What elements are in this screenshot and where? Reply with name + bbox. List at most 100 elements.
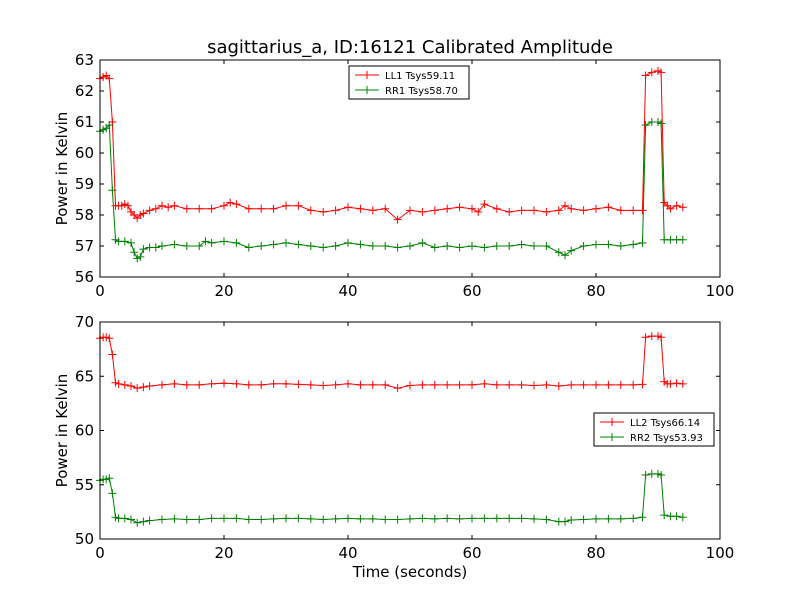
y-axis-label: Power in Kelvin (53, 112, 71, 226)
data-point (344, 514, 352, 523)
data-point (641, 71, 650, 80)
y-tick-label: 70 (75, 313, 94, 331)
data-point (207, 204, 216, 213)
data-point (530, 381, 538, 390)
legend: LL1 Tsys59.11 RR1 Tsys58.70 (348, 65, 470, 100)
data-point (151, 204, 160, 213)
legend-label: RR2 Tsys53.93 (630, 433, 703, 444)
data-point (368, 514, 377, 523)
data-point (158, 201, 166, 210)
data-point (505, 242, 514, 250)
data-point (294, 380, 303, 389)
data-point (641, 121, 650, 130)
data-point (616, 380, 625, 389)
data-point (319, 381, 328, 390)
legend-label: RR1 Tsys58.70 (385, 86, 458, 97)
series-line (99, 70, 683, 221)
data-point (356, 514, 365, 523)
x-tick-label: 20 (214, 544, 233, 562)
data-point (244, 243, 253, 252)
data-point (130, 248, 139, 257)
data-point (105, 121, 114, 130)
data-point (554, 206, 563, 215)
data-point (306, 380, 315, 389)
data-point (443, 380, 452, 389)
data-point (604, 380, 613, 389)
data-point (151, 243, 160, 252)
data-point (530, 514, 538, 523)
data-point (430, 514, 439, 523)
data-point (105, 474, 114, 483)
x-tick-label: 60 (462, 544, 481, 562)
y-tick-label: 57 (75, 237, 94, 255)
data-point (604, 203, 613, 212)
data-point (164, 203, 173, 212)
data-point (195, 204, 204, 213)
series-1 (96, 332, 687, 393)
data-point (492, 514, 501, 523)
data-point (282, 238, 290, 247)
data-point (120, 514, 129, 523)
data-point (368, 206, 377, 215)
data-point (232, 514, 241, 523)
legend-box (593, 412, 715, 447)
data-point (517, 240, 526, 249)
data-point (269, 240, 278, 249)
data-point (455, 380, 464, 389)
x-tick-label: 20 (214, 282, 233, 300)
data-point (443, 514, 452, 523)
data-point (368, 380, 377, 389)
data-point (616, 242, 625, 250)
data-point (542, 380, 551, 389)
data-point (455, 243, 464, 252)
data-point (244, 204, 253, 213)
data-point (657, 333, 666, 342)
data-point (257, 380, 266, 389)
y-tick-label: 60 (75, 144, 94, 162)
data-point (319, 207, 328, 216)
data-point (455, 514, 464, 523)
data-point (269, 514, 278, 523)
data-point (145, 516, 154, 525)
data-point (381, 380, 390, 389)
data-point (641, 333, 650, 342)
data-point (638, 380, 647, 389)
data-point (579, 206, 588, 215)
data-point (123, 201, 132, 210)
data-point (182, 204, 191, 213)
data-point (567, 246, 576, 255)
data-point (127, 238, 135, 247)
data-point (158, 515, 166, 524)
data-point (678, 513, 687, 522)
axes-frame (99, 59, 721, 278)
data-point (257, 515, 266, 524)
data-point (666, 379, 675, 388)
series-1 (96, 66, 687, 224)
series-2 (96, 118, 687, 263)
data-point (139, 209, 148, 218)
data-point (269, 204, 278, 213)
figure-title: sagittarius_a, ID:16121 Calibrated Ampli… (207, 37, 613, 58)
data-point (604, 514, 613, 523)
data-point (331, 380, 340, 389)
data-point (530, 206, 538, 215)
data-point (406, 206, 414, 215)
data-point (381, 204, 390, 213)
data-point (561, 251, 569, 260)
y-tick-label: 50 (75, 530, 94, 548)
data-point (406, 242, 414, 250)
data-point (455, 203, 464, 212)
data-point (294, 240, 303, 249)
data-point (468, 242, 476, 250)
data-point (616, 206, 625, 215)
data-point (319, 515, 328, 524)
data-point (195, 380, 204, 389)
data-point (406, 381, 414, 390)
data-point (657, 119, 666, 128)
data-point (480, 379, 489, 388)
data-point (579, 380, 588, 389)
data-point (647, 68, 656, 77)
x-tick-label: 100 (706, 282, 735, 300)
data-point (220, 379, 228, 388)
bottom-subplot: 0 20 40 60 80 100 50 55 60 65 70 Power in Kelvin Tim… (53, 313, 734, 581)
